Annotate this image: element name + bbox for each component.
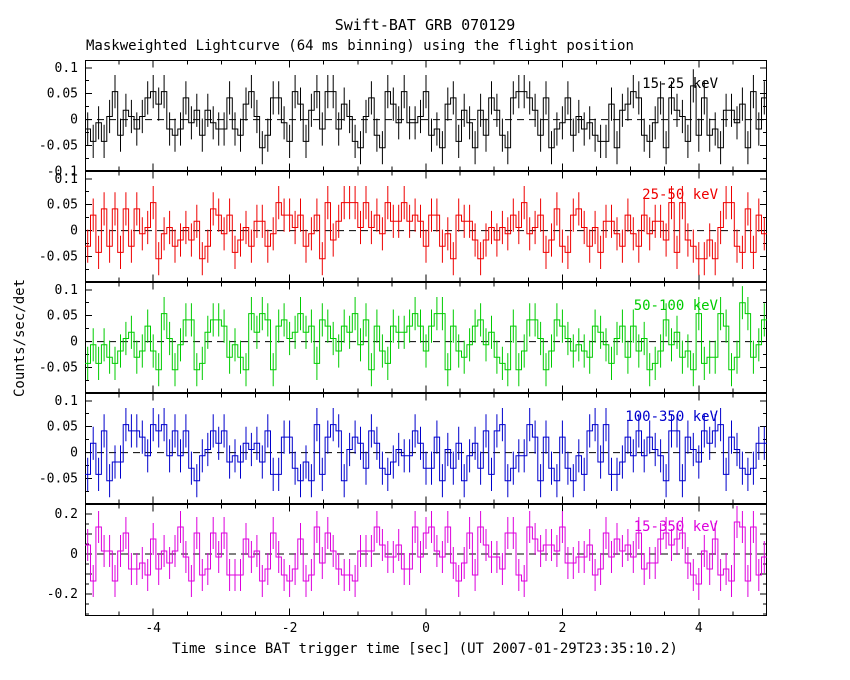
y-tick-label: -0.05 — [39, 361, 78, 376]
step-curve — [85, 302, 767, 371]
x-tick-label: 4 — [694, 621, 703, 636]
y-tick-label: 0.1 — [55, 394, 78, 409]
band-label-100-350-kev: 100-350 keV — [625, 409, 718, 425]
band-label-50-100-kev: 50-100 keV — [633, 298, 718, 314]
panel-50-100-kev: 0.1 0.05 0 -0.05 — [39, 282, 767, 395]
x-axis-label: Time since BAT trigger time [sec] (UT 20… — [172, 641, 678, 657]
band-label-15-25-kev: 15-25 keV — [642, 76, 718, 92]
x-tick-label: 0 — [422, 621, 430, 636]
y-tick-label: -0.2 — [47, 587, 78, 602]
step-curve — [85, 85, 767, 149]
step-curve — [85, 202, 767, 260]
y-tick-label: -0.05 — [39, 472, 78, 487]
band-label-25-50-kev: 25-50 keV — [642, 187, 718, 203]
y-tick-label: 0.05 — [47, 198, 78, 213]
panel-100-350-kev: 0.1 0.05 0 -0.05 — [39, 393, 767, 506]
x-tick-label: -2 — [281, 621, 298, 636]
step-curve — [85, 521, 767, 585]
x-axis-tick-labels: -4 -2 0 2 4 — [0, 621, 850, 637]
y-tick-label: 0 — [70, 113, 78, 128]
y-tick-label: 0.1 — [55, 172, 78, 187]
y-tick-label: -0.1 — [47, 165, 78, 180]
y-tick-label: 0.05 — [47, 309, 78, 324]
chart-title: Swift-BAT GRB 070129 — [334, 16, 516, 34]
y-tick-label: -0.05 — [39, 250, 78, 265]
panel-15-25-kev: 0.1 0.05 0 -0.05 -0.1 — [39, 60, 767, 180]
y-tick-label: 0.05 — [47, 420, 78, 435]
step-curve — [85, 424, 767, 482]
x-tick-label: 2 — [558, 621, 567, 636]
y-tick-label: 0 — [70, 446, 78, 461]
panel-15-350-kev: 0.2 0 -0.2 — [47, 504, 767, 616]
chart-subtitle: Maskweighted Lightcurve (64 ms binning) … — [86, 38, 634, 54]
x-tick-label: -4 — [145, 621, 162, 636]
y-tick-label: 0.1 — [55, 283, 78, 298]
y-tick-label: 0 — [70, 335, 78, 350]
y-tick-label: 0.2 — [55, 507, 78, 522]
y-tick-label: -0.05 — [39, 139, 78, 154]
y-tick-label: 0.05 — [47, 87, 78, 102]
y-tick-label: 0 — [70, 547, 78, 562]
band-label-15-350-kev: 15-350 keV — [633, 519, 718, 535]
y-tick-label: 0.1 — [55, 61, 78, 76]
panel-25-50-kev: 0.1 0.05 0 -0.05 — [39, 171, 767, 284]
y-tick-label: 0 — [70, 224, 78, 239]
